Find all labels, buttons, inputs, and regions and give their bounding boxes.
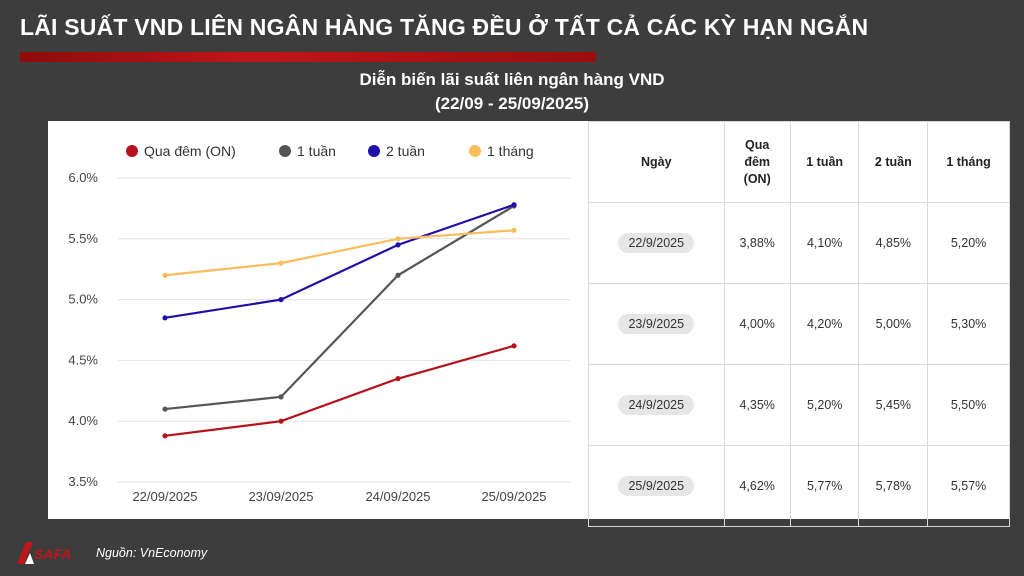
series-line (164, 229, 515, 277)
data-point (511, 343, 517, 349)
y-tick-label: 6.0% (68, 170, 98, 185)
table-row: 24/9/2025 4,35% 5,20% 5,45% 5,50% (588, 364, 1010, 446)
data-point (395, 376, 401, 382)
legend-marker (126, 145, 138, 157)
date-pill: 25/9/2025 (618, 476, 695, 496)
table-header-cell: 1 tuần (789, 121, 860, 203)
content-panel: 6.0% 5.5% 5.0% 4.5% 4.0% 3.5% 22/09/2025 23/09/… (48, 121, 1010, 527)
data-point (511, 202, 517, 208)
rate-cell: 4,85% (858, 202, 929, 284)
y-tick-label: 3.5% (68, 474, 98, 489)
table-body: 22/9/2025 3,88% 4,10% 4,85% 5,20% 23/9/2025 4,… (588, 202, 1010, 527)
legend-label: Qua đêm (ON) (144, 143, 236, 159)
table-header-cell: Qua đêm (ON) (723, 121, 791, 203)
data-point (162, 315, 168, 321)
data-point (162, 433, 168, 439)
table-header-cell: 1 tháng (927, 121, 1010, 203)
rates-table: Ngày Qua đêm (ON) 1 tuần 2 tuần 1 tháng 22/9/2… (588, 121, 1010, 527)
rate-cell: 5,57% (927, 445, 1010, 527)
data-point (278, 260, 284, 266)
y-tick-label: 5.5% (68, 231, 98, 246)
x-tick-label: 25/09/2025 (481, 489, 546, 504)
data-point (395, 272, 401, 278)
data-point (395, 242, 401, 248)
rate-cell: 4,00% (723, 283, 791, 365)
date-cell: 23/9/2025 (588, 283, 725, 365)
series-line (164, 203, 515, 319)
data-point (162, 406, 168, 412)
rate-cell: 3,88% (723, 202, 791, 284)
source-note: Nguồn: VnEconomy (96, 546, 208, 560)
rate-cell: 5,00% (858, 283, 929, 365)
rate-cell: 5,20% (927, 202, 1010, 284)
x-tick-label: 22/09/2025 (132, 489, 197, 504)
rate-cell: 4,35% (723, 364, 791, 446)
date-cell: 25/9/2025 (588, 445, 725, 527)
rate-cell: 4,62% (723, 445, 791, 527)
line-chart-svg: 6.0% 5.5% 5.0% 4.5% 4.0% 3.5% 22/09/2025 23/09/… (68, 143, 570, 504)
rate-cell: 5,20% (789, 364, 860, 446)
rate-cell: 5,30% (927, 283, 1010, 365)
chart-subtitle: (22/09 - 25/09/2025) (434, 94, 590, 113)
table-row: 23/9/2025 4,00% 4,20% 5,00% 5,30% (588, 283, 1010, 365)
legend-marker (279, 145, 291, 157)
rate-cell: 4,20% (789, 283, 860, 365)
table-row: 22/9/2025 3,88% 4,10% 4,85% 5,20% (588, 202, 1010, 284)
legend-marker (368, 145, 380, 157)
y-tick-label: 5.0% (68, 292, 98, 307)
date-cell: 22/9/2025 (588, 202, 725, 284)
data-point (395, 236, 401, 242)
data-point (511, 227, 517, 233)
date-pill: 22/9/2025 (618, 233, 695, 253)
rate-cell: 5,77% (789, 445, 860, 527)
headline: LÃI SUẤT VND LIÊN NGÂN HÀNG TĂNG ĐỀU Ở T… (20, 14, 869, 40)
date-cell: 24/9/2025 (588, 364, 725, 446)
data-point (278, 394, 284, 400)
rate-cell: 5,45% (858, 364, 929, 446)
x-tick-label: 23/09/2025 (248, 489, 313, 504)
legend-marker (469, 145, 481, 157)
legend-label: 1 tháng (487, 143, 534, 159)
safa-logo: SAFA (17, 542, 71, 564)
line-chart: 6.0% 5.5% 5.0% 4.5% 4.0% 3.5% 22/09/2025 23/09/… (48, 121, 588, 519)
table-header-cell: 2 tuần (858, 121, 929, 203)
rate-cell: 4,10% (789, 202, 860, 284)
data-point (278, 297, 284, 303)
table-header-row: Ngày Qua đêm (ON) 1 tuần 2 tuần 1 tháng (588, 121, 1010, 203)
series-line (164, 205, 515, 411)
logo-text: SAFA (34, 546, 71, 562)
data-point (162, 272, 168, 278)
headline-underline (20, 52, 596, 62)
x-tick-label: 24/09/2025 (365, 489, 430, 504)
date-pill: 24/9/2025 (618, 395, 695, 415)
chart-title: Diễn biến lãi suất liên ngân hàng VND (359, 70, 665, 89)
y-tick-label: 4.0% (68, 413, 98, 428)
legend-label: 2 tuần (386, 143, 425, 159)
table-row: 25/9/2025 4,62% 5,77% 5,78% 5,57% (588, 445, 1010, 527)
rate-cell: 5,50% (927, 364, 1010, 446)
date-pill: 23/9/2025 (618, 314, 695, 334)
legend-label: 1 tuần (297, 143, 336, 159)
rate-cell: 5,78% (858, 445, 929, 527)
table-header-cell: Ngày (588, 121, 725, 203)
series-line (164, 344, 515, 437)
data-point (278, 418, 284, 424)
y-tick-label: 4.5% (68, 352, 98, 367)
